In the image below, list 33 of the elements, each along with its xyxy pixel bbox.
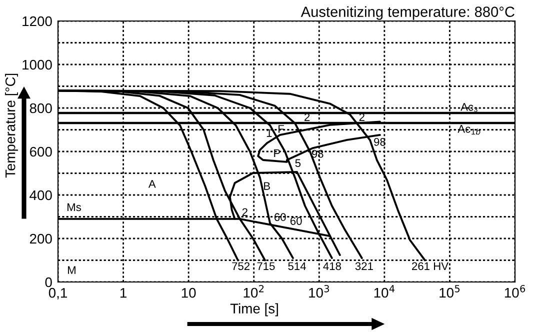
annotation: A bbox=[148, 180, 156, 188]
annotation: M bbox=[68, 266, 76, 274]
y-tick-label: 0 bbox=[45, 277, 52, 288]
annotation: 60 bbox=[290, 217, 302, 225]
annotation: 60 bbox=[274, 213, 286, 222]
annotation: B bbox=[264, 182, 270, 190]
annotation: 514 bbox=[288, 262, 306, 270]
x-tick-label: 10$^{4}$ bbox=[374, 285, 395, 298]
x-tick-label: 0,1 bbox=[48, 288, 67, 300]
x-tick-label: 10 bbox=[182, 288, 196, 298]
y-tick-label: 800 bbox=[30, 103, 52, 114]
annotation: 261 HV bbox=[412, 262, 448, 270]
annotation: 1 bbox=[266, 129, 272, 137]
x-tick-label: 10$^{2}$ bbox=[244, 284, 264, 298]
y-tick-label: 1000 bbox=[22, 60, 52, 70]
annotation: 715 bbox=[257, 262, 275, 270]
x-tick-label: 1 bbox=[120, 288, 126, 298]
y-axis-title: Temperature [°C] bbox=[5, 74, 18, 178]
y-tick-label: 600 bbox=[30, 146, 52, 157]
x-tick-label: 10$^{3}$ bbox=[309, 284, 330, 298]
y-tick-label: 200 bbox=[30, 234, 52, 244]
chart-title: Austenitizing temperature: 880°C bbox=[300, 6, 514, 20]
annotation: 752 bbox=[232, 262, 250, 270]
annotation: 2 bbox=[242, 208, 248, 216]
y-tick-label: 400 bbox=[30, 190, 52, 200]
x-tick-label: 10$^{5}$ bbox=[440, 285, 460, 298]
y-tick-label: 1200 bbox=[22, 16, 52, 26]
annotation: 321 bbox=[355, 262, 373, 270]
annotation: 5 bbox=[295, 159, 301, 168]
x-tick-label: 10$^{6}$ bbox=[504, 284, 526, 298]
x-axis-title: Time [s] bbox=[230, 303, 278, 316]
annotation: Ms bbox=[68, 203, 81, 212]
annotation: 418 bbox=[323, 262, 341, 270]
